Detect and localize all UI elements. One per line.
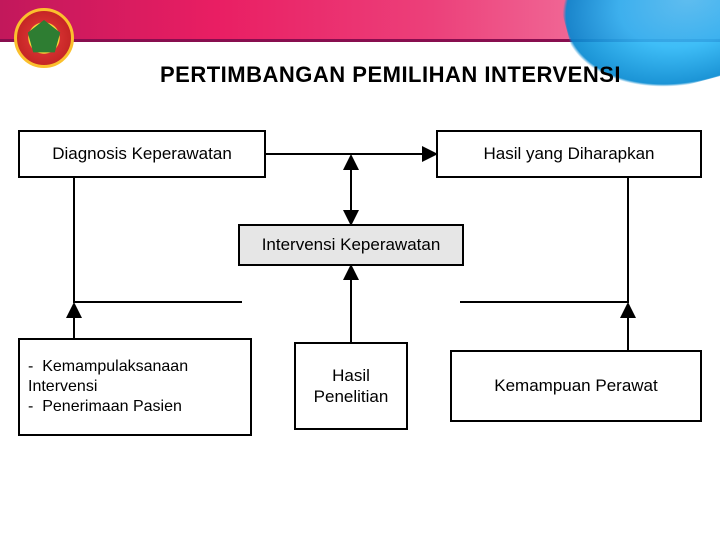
node-label: Diagnosis Keperawatan	[52, 143, 232, 164]
ppni-logo	[14, 8, 74, 68]
bullet-item: - Kemampulaksanaan Intervensi	[28, 357, 242, 397]
bullet-item: - Penerimaan Pasien	[28, 397, 242, 417]
node-intervensi: Intervensi Keperawatan	[238, 224, 464, 266]
corner-swirl-decor	[558, 0, 720, 111]
node-bullets: - Kemampulaksanaan Intervensi - Penerima…	[28, 357, 242, 417]
flowchart-container: Diagnosis Keperawatan Hasil yang Diharap…	[18, 120, 702, 500]
node-label: Kemampuan Perawat	[494, 375, 657, 396]
logo-pentagon-icon	[26, 20, 62, 56]
node-hasil-penelitian: Hasil Penelitian	[294, 342, 408, 430]
node-kemampulaksanaan: - Kemampulaksanaan Intervensi - Penerima…	[18, 338, 252, 436]
node-label: Hasil yang Diharapkan	[483, 143, 654, 164]
node-kemampuan-perawat: Kemampuan Perawat	[450, 350, 702, 422]
node-diagnosis: Diagnosis Keperawatan	[18, 130, 266, 178]
node-label: Intervensi Keperawatan	[262, 234, 441, 255]
node-label: Hasil Penelitian	[304, 365, 398, 408]
node-hasil-diharapkan: Hasil yang Diharapkan	[436, 130, 702, 178]
slide-title: PERTIMBANGAN PEMILIHAN INTERVENSI	[160, 62, 680, 88]
